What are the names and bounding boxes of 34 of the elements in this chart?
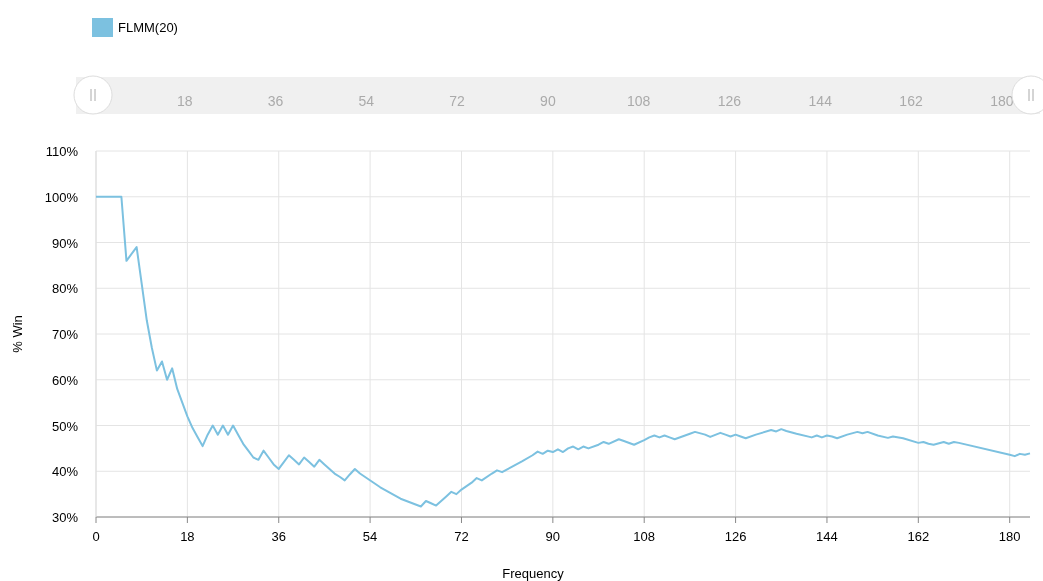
y-axis-title: % Win [10, 315, 25, 353]
y-tick-label: 70% [51, 327, 79, 342]
y-tick-label: 80% [51, 281, 79, 297]
y-tick-label: 40% [51, 464, 79, 480]
x2-tick-label: 108 [627, 93, 651, 109]
x-tick-label: 72 [454, 529, 469, 544]
line-series [95, 195, 1031, 508]
x2-tick-label: 54 [358, 93, 375, 109]
x-tick-label: 18 [180, 529, 195, 544]
x2-tick-label: 144 [808, 93, 833, 109]
x2-tick-label: 162 [899, 93, 923, 109]
x-tick-label: 180 [998, 529, 1021, 544]
y-tick-label: 50% [51, 418, 79, 434]
x-tick-label: 108 [633, 529, 656, 544]
y-tick-label: 110% [45, 144, 79, 159]
x-tick-label: 54 [362, 529, 378, 544]
legend-label: FLMM(20) [118, 20, 178, 35]
x-tick-label: 126 [724, 529, 747, 544]
y-tick-label: 60% [51, 372, 79, 388]
x2-tick-label: 72 [449, 93, 466, 109]
x-tick-label: 90 [545, 529, 561, 544]
x2-tick-label: 36 [267, 93, 284, 109]
x2-tick-label: 126 [717, 93, 742, 109]
x-tick-label: 162 [907, 529, 930, 544]
y-tick-label: 100% [44, 189, 79, 205]
x-tick-label: 0 [92, 529, 100, 544]
x2-tick-label: 180 [990, 93, 1014, 109]
x2-tick-label: 18 [176, 93, 193, 109]
x-tick-label: 144 [816, 529, 838, 544]
y-tick-label: 30% [51, 510, 79, 525]
x2-tick-label: 90 [540, 93, 556, 109]
x-axis-title: Frequency [502, 566, 565, 581]
y-tick-label: 90% [51, 235, 79, 251]
x-tick-label: 36 [271, 529, 286, 544]
